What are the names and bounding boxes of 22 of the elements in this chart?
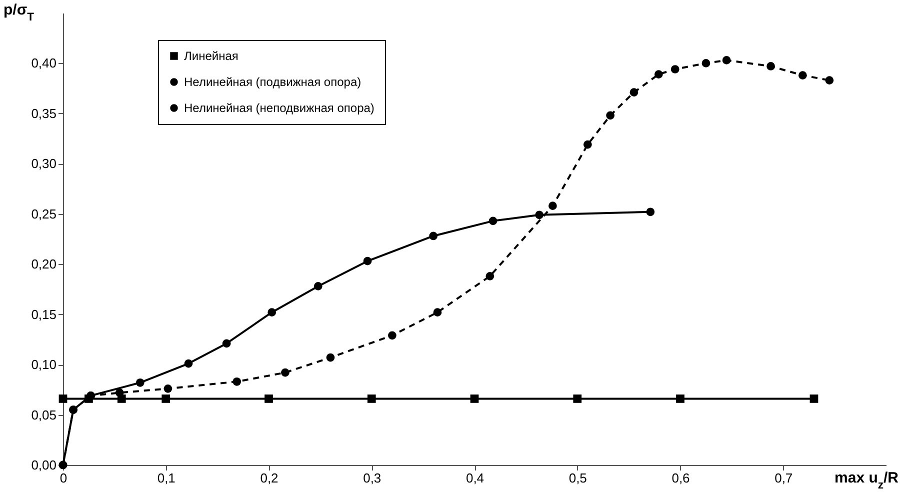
x-tick-label: 0,4: [466, 470, 484, 486]
y-tick-label: 0,20: [31, 256, 56, 272]
legend-label: Нелинейная (подвижная опора): [184, 75, 362, 89]
legend-label: Нелинейная (неподвижная опора): [184, 101, 374, 115]
x-tick-label: 0,6: [672, 470, 690, 486]
y-tick-label: 0,00: [31, 458, 56, 472]
x-tick-label: 0,3: [363, 470, 382, 486]
y-tick-label: 0,30: [31, 156, 56, 172]
y-tick-label: 0,35: [31, 106, 56, 121]
y-tick-label: 0,10: [31, 357, 56, 372]
y-tick-label: 0,15: [31, 306, 56, 322]
legend-label: Линейная: [184, 49, 238, 63]
y-axis-title: p/σ$_{T}$: [4, 2, 34, 24]
x-tick-label: 0,5: [568, 470, 587, 486]
y-tick-label: 0,40: [31, 56, 56, 71]
x-tick-label: 0,2: [260, 470, 278, 486]
x-tick-label: 0,1: [157, 470, 176, 486]
x-axis-title: max u$_{z}$/R: [834, 470, 899, 492]
x-tick-label: 0: [60, 470, 68, 486]
y-tick-label: 0,25: [31, 206, 56, 222]
y-tick-label: 0,05: [31, 407, 56, 422]
x-tick-label: 0,7: [774, 470, 793, 486]
